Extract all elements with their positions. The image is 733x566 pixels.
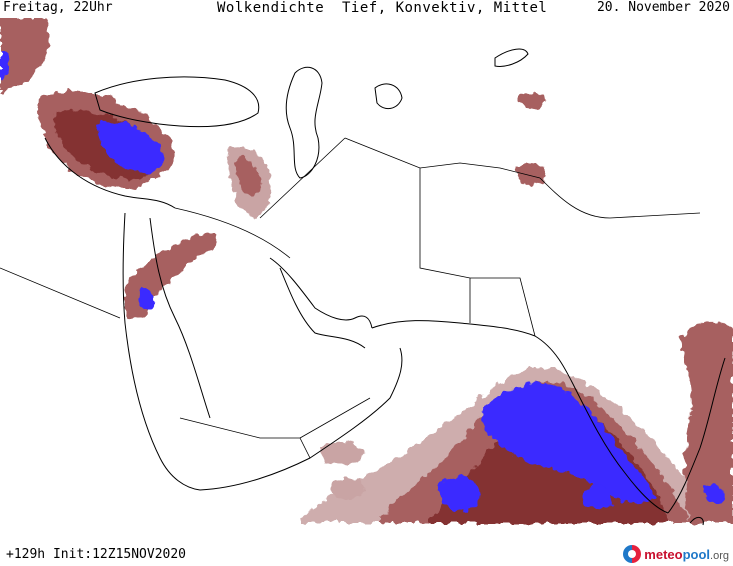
coastlines-borders (0, 48, 726, 526)
logo-text-org: .org (710, 549, 729, 562)
map-title: Wolkendichte Tief, Konvektiv, Mittel (217, 0, 548, 16)
red-sea-coast (122, 212, 201, 491)
india-coast (534, 335, 669, 514)
cloud-density-layer (0, 18, 733, 523)
meteopool-logo[interactable]: meteopool.org (623, 545, 729, 563)
persian-gulf-coast (269, 257, 373, 329)
caspian-sea-coast (285, 66, 323, 179)
weather-map (0, 18, 733, 526)
logo-text-pool: pool (682, 546, 711, 562)
meteopool-logo-icon (623, 545, 642, 563)
forecast-init-label: +129h Init:12Z15NOV2020 (6, 547, 187, 562)
forecast-date: 20. November 2020 (596, 0, 730, 15)
political-borders (0, 137, 701, 459)
cloud-region-northwest (0, 18, 50, 93)
logo-text-meteo: meteo (644, 546, 683, 562)
convective-cells-southeast (480, 383, 655, 504)
black-sea-coast (94, 76, 260, 128)
cloud-region-red-sea (124, 232, 218, 320)
cloud-region-east-edge (680, 321, 733, 523)
arabia-coast (199, 347, 403, 491)
aral-sea-coast (374, 83, 403, 110)
convective-cells-turkey (98, 119, 165, 174)
cloud-region-himalaya (515, 162, 548, 186)
turkey-coast (44, 137, 176, 209)
forecast-day-label: Freitag, 22Uhr (3, 0, 113, 15)
iran-coast (371, 320, 536, 337)
